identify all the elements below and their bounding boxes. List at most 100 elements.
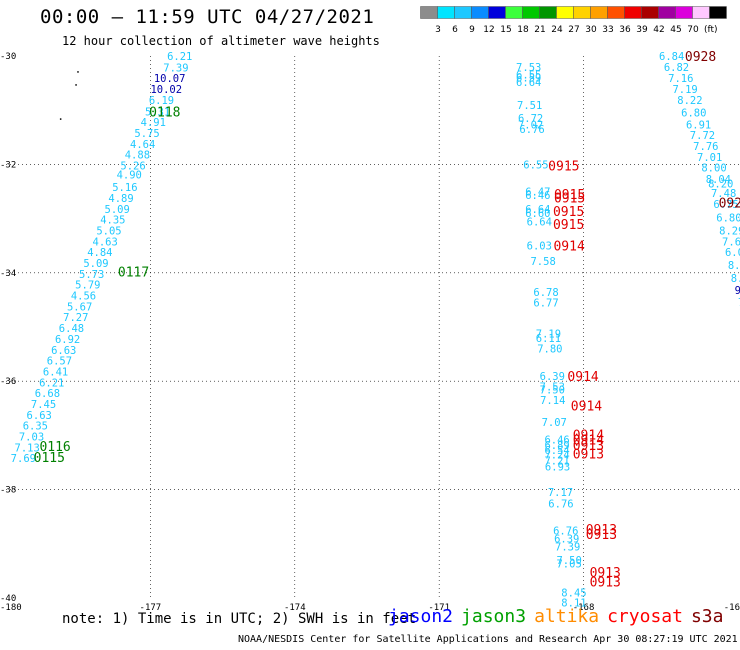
wave-height-label: 7.21 (544, 455, 569, 467)
wave-height-label: 8.45 (561, 588, 586, 600)
wave-height-label: 6.89 (544, 440, 569, 452)
scale-label: 45 (670, 25, 681, 35)
wave-height-label: 6.64 (516, 77, 541, 89)
wave-height-label: 8.00 (701, 163, 726, 175)
wave-height-label: 6.35 (23, 421, 48, 433)
map-title: 00:00 – 11:59 UTC 04/27/2021 (40, 6, 375, 28)
wave-height-label: 6.68 (35, 388, 60, 400)
wave-height-label: 5.09 (105, 204, 130, 216)
pass-time-label: 0913 (590, 576, 621, 591)
wave-height-label: 7.13 (15, 442, 40, 454)
wave-height-label: 7.53 (516, 62, 541, 74)
wave-height-label: 7.19 (536, 329, 561, 341)
wave-height-label: 6.55 (523, 159, 548, 171)
pass-time-label: 0914 (573, 434, 604, 449)
satellite-legend: jason2 jason3 altika cryosat s3a (388, 606, 731, 627)
wave-height-label: 7.50 (540, 384, 565, 396)
wave-height-label: 7.72 (690, 130, 715, 142)
wave-height-label: 6.41 (43, 366, 68, 378)
lat-tick-label: -36 (0, 377, 16, 387)
wave-height-label: 7.03 (19, 431, 44, 443)
pass-time-label: 0115 (34, 451, 65, 466)
wave-height-label: 7.05 (556, 558, 581, 570)
wave-height-label: 4.35 (100, 215, 125, 227)
wave-height-label: 7.58 (530, 256, 555, 268)
wave-height-label: 7.69 (11, 453, 36, 465)
wave-height-label: 5.75 (134, 128, 159, 140)
wave-height-label: 7.27 (63, 312, 88, 324)
wave-height-label: 7.48 (711, 188, 736, 200)
wave-height-label: 6.80 (716, 213, 740, 225)
wave-height-label: 6.11 (536, 333, 561, 345)
scale-label: 30 (585, 25, 597, 35)
wave-height-label: 6.76 (519, 124, 544, 136)
wave-height-label: 7.39 (555, 542, 580, 554)
wave-height-label: 7.16 (668, 73, 693, 85)
wave-height-label: 4.63 (93, 236, 118, 248)
wave-height-label: 10.02 (150, 84, 182, 96)
pass-time-label: 0915 (554, 191, 585, 206)
wave-height-label: 6.47 (525, 187, 550, 199)
wave-height-label: 4.84 (87, 247, 112, 259)
wave-height-label: 7.19 (672, 84, 697, 96)
wave-height-label: 8.22 (677, 95, 702, 107)
pass-time-label: 0915 (553, 205, 584, 220)
wave-height-label: 7.17 (548, 487, 573, 499)
lat-tick-label: -38 (0, 486, 16, 496)
pass-time-label: 0915 (554, 188, 585, 203)
map-subtitle: 12 hour collection of altimeter wave hei… (62, 34, 380, 48)
wave-height-label: 8.20 (708, 178, 733, 190)
wave-height-label: 6.64 (525, 204, 550, 216)
legend-entry-altika: altika (534, 606, 600, 627)
scale-label: 3 (435, 25, 441, 35)
wave-height-label: 5.31 (145, 106, 170, 118)
legend-entry-cryosat: cryosat (607, 606, 683, 627)
lat-tick-label: -34 (0, 269, 16, 279)
wave-height-label: 9.03 (735, 285, 740, 297)
wave-height-label: 7.01 (697, 152, 722, 164)
lon-tick-label: -16 (724, 603, 740, 613)
wave-height-label: 4.91 (141, 117, 166, 129)
pass-time-label: 0913 (586, 528, 617, 543)
wave-height-label: 6.03 (527, 241, 552, 253)
pass-time-label: 0118 (149, 105, 180, 120)
wave-height-label: 5.09 (83, 258, 108, 270)
wave-height-label: 6.63 (27, 410, 52, 422)
lat-tick-label: -30 (0, 52, 16, 62)
wave-height-label: 6.57 (47, 356, 72, 368)
wave-height-label: 7.50 (556, 555, 581, 567)
wave-height-label: 6.78 (533, 287, 558, 299)
scale-label: 70 (687, 25, 699, 35)
pass-time-label: 0914 (567, 370, 598, 385)
pass-time-label: 0928 (685, 50, 716, 65)
wave-height-label: 7.53 (540, 382, 565, 394)
lon-tick-label: -180 (0, 603, 22, 613)
wave-height-label: 8.04 (706, 174, 731, 186)
lon-tick-label: -171 (428, 603, 450, 613)
pass-time-label: 0913 (573, 447, 604, 462)
wave-height-label: 6.82 (664, 62, 689, 74)
scale-label: 36 (619, 25, 631, 35)
wave-height-label: 6.64 (527, 216, 552, 228)
wave-height-label: 6.48 (59, 323, 84, 335)
wave-height-label: 5.67 (67, 301, 92, 313)
scale-label: 18 (517, 25, 529, 35)
island-dot (75, 84, 77, 86)
wave-height-label: 6.01 (725, 247, 740, 259)
wave-height-label: 6.59 (516, 73, 541, 85)
scale-label: 9 (469, 25, 475, 35)
wave-height-label: 7.66 (722, 236, 740, 248)
wave-height-label: 6.21 (167, 51, 192, 63)
lat-tick-label: -32 (0, 160, 16, 170)
wave-height-label: 6.21 (39, 377, 64, 389)
scale-label: 6 (452, 25, 458, 35)
wave-height-label: 6.75 (713, 199, 738, 211)
wave-height-label: 6.72 (518, 113, 543, 125)
wave-height-label: 7.39 (738, 297, 740, 309)
scale-label: 33 (602, 25, 613, 35)
wave-height-label: 6.76 (553, 525, 578, 537)
wave-height-label: 6.92 (55, 334, 80, 346)
scale-label: 27 (568, 25, 579, 35)
color-scale-legend: 3 6 9 12 15 18 21 24 27 30 33 36 39 42 45 70 (ft) (420, 6, 727, 35)
legend-entry-jason2: jason2 (388, 606, 454, 627)
